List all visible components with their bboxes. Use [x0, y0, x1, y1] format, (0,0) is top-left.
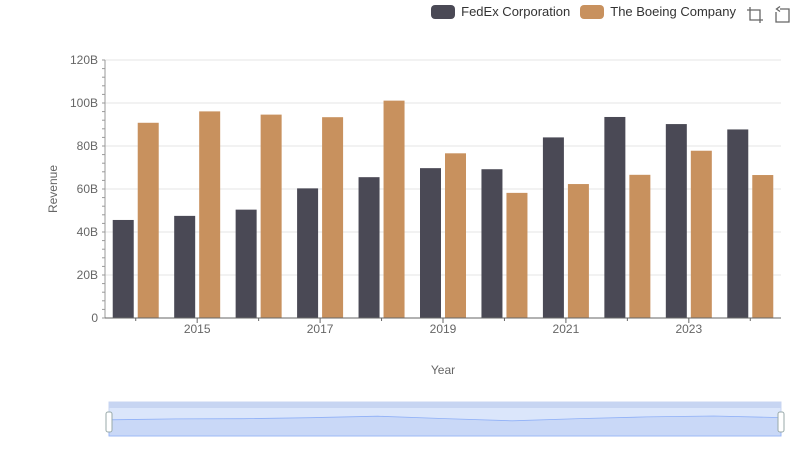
zoom-reset-icon[interactable] — [773, 6, 791, 24]
y-tick-label: 0 — [91, 311, 98, 325]
legend: FedEx Corporation The Boeing Company — [431, 4, 736, 19]
x-tick-label: 2015 — [184, 322, 211, 336]
bar-boeing[interactable] — [690, 150, 712, 318]
bar-boeing[interactable] — [629, 174, 651, 318]
y-tick-label: 60B — [77, 182, 98, 196]
bars — [112, 100, 774, 318]
bar-boeing[interactable] — [506, 192, 528, 318]
bar-fedex[interactable] — [174, 215, 196, 318]
y-tick-label: 120B — [70, 53, 98, 67]
bar-fedex[interactable] — [358, 177, 380, 318]
slider-preview-area — [108, 415, 782, 437]
x-tick-label: 2021 — [553, 322, 580, 336]
bar-boeing[interactable] — [199, 111, 221, 318]
bar-fedex[interactable] — [420, 168, 441, 318]
bar-fedex[interactable] — [542, 137, 564, 318]
slider-top-bar[interactable] — [109, 402, 781, 408]
bar-fedex[interactable] — [665, 124, 687, 318]
bar-boeing[interactable] — [137, 122, 159, 318]
y-axis-label: Revenue — [46, 165, 60, 213]
x-tick-label: 2017 — [307, 322, 334, 336]
bar-boeing[interactable] — [752, 175, 774, 318]
legend-swatch-fedex — [431, 4, 456, 19]
bar-fedex[interactable] — [112, 219, 134, 318]
legend-swatch-boeing — [580, 4, 605, 19]
bar-fedex[interactable] — [235, 209, 257, 318]
y-tick-label: 100B — [70, 96, 98, 110]
bar-boeing[interactable] — [567, 184, 589, 318]
bar-boeing[interactable] — [322, 117, 344, 318]
bar-fedex[interactable] — [481, 169, 503, 318]
x-tick-label: 2023 — [675, 322, 702, 336]
slider-handle-left[interactable] — [105, 411, 113, 433]
x-tick-label: 2019 — [430, 322, 457, 336]
bar-fedex[interactable] — [727, 129, 749, 318]
y-tick-label: 20B — [77, 268, 98, 282]
legend-label-fedex: FedEx Corporation — [461, 4, 571, 19]
zoom-select-icon[interactable] — [746, 6, 764, 24]
x-axis: 2015 2017 2019 2021 2023 — [105, 317, 781, 336]
legend-label-boeing: The Boeing Company — [610, 4, 736, 19]
bar-boeing[interactable] — [260, 114, 282, 318]
y-axis: 0 20B 40B 60B 80B 100B 120B — [70, 53, 106, 325]
slider-handle-right[interactable] — [777, 411, 785, 433]
legend-item-boeing[interactable]: The Boeing Company — [580, 4, 736, 19]
bar-fedex[interactable] — [297, 188, 319, 318]
x-axis-label: Year — [431, 363, 455, 377]
data-zoom-slider[interactable] — [105, 401, 785, 437]
legend-item-fedex[interactable]: FedEx Corporation — [431, 4, 570, 19]
y-tick-label: 80B — [77, 139, 98, 153]
y-tick-label: 40B — [77, 225, 98, 239]
bar-boeing[interactable] — [383, 100, 405, 318]
bar-boeing[interactable] — [445, 153, 466, 318]
bar-fedex[interactable] — [604, 116, 626, 318]
